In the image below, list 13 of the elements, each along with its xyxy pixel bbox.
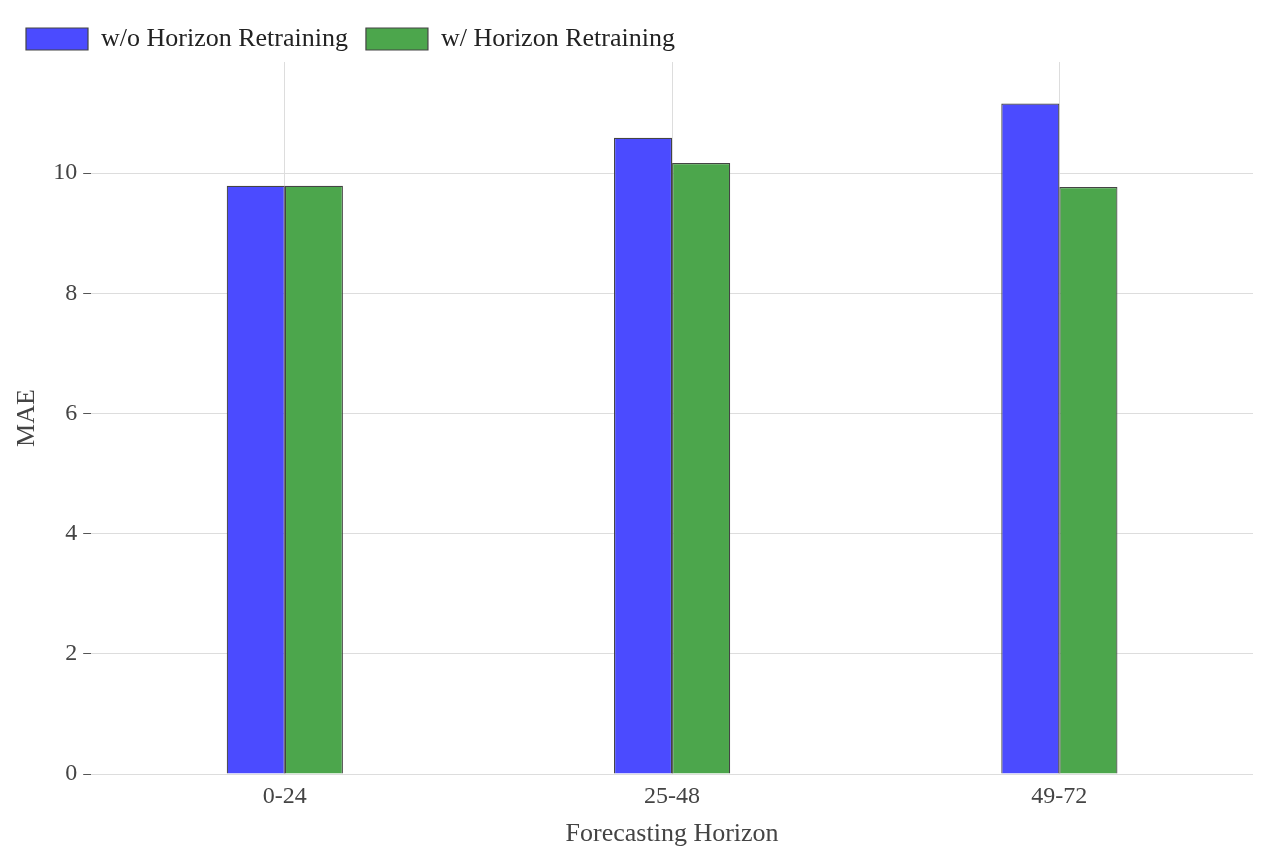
- x-axis-title: Forecasting Horizon: [565, 818, 779, 848]
- x-tick-label: 0-24: [262, 781, 307, 808]
- y-tick-label: 0: [65, 759, 78, 786]
- legend-label: w/ Horizon Retraining: [440, 22, 675, 52]
- y-tick-label: 2: [65, 639, 78, 666]
- y-tick-label: 4: [65, 518, 78, 545]
- x-tick-label: 49-72: [1031, 781, 1088, 808]
- x-tick-label: 25-48: [644, 781, 701, 808]
- y-tick-label: 8: [65, 278, 78, 305]
- y-tick-label: 6: [65, 398, 78, 425]
- y-axis-title: MAE: [11, 389, 41, 447]
- y-tick-label: 10: [53, 158, 78, 185]
- legend-label: w/o Horizon Retraining: [101, 22, 348, 52]
